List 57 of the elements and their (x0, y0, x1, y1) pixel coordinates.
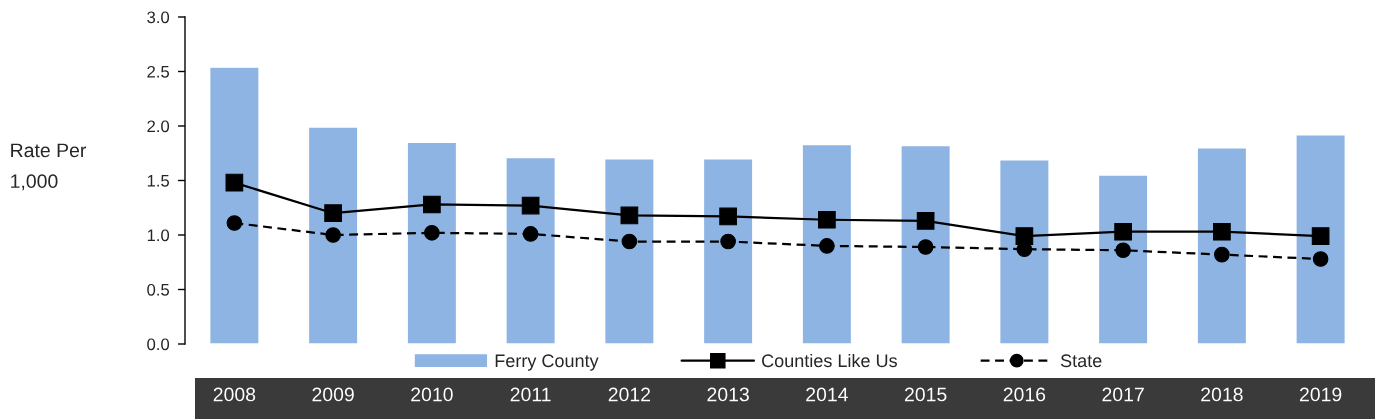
x-tick-label: 2019 (1299, 387, 1342, 402)
bar (702, 158, 754, 344)
bar (406, 141, 458, 344)
bar (1097, 174, 1149, 344)
x-tick-label: 2011 (510, 387, 551, 402)
x-tick-label: 2013 (707, 387, 749, 402)
x-tick-label: 2016 (1003, 387, 1046, 402)
point (818, 210, 836, 229)
x-tick-label: 2008 (213, 387, 256, 402)
y-tick-label: 0.0 (147, 338, 170, 351)
x-tick-label: 2012 (608, 387, 651, 402)
point (620, 206, 639, 225)
legend-label: Ferry County (495, 354, 599, 371)
bar (801, 143, 853, 344)
bar (1295, 134, 1347, 344)
x-tick-label: 2010 (411, 387, 453, 402)
y-tick-label: 1.0 (147, 229, 170, 242)
bar (307, 126, 359, 344)
point (423, 195, 441, 214)
y-axis-title: Rate Per 1,000 (11, 143, 87, 191)
point (1114, 222, 1132, 241)
point (719, 207, 737, 226)
bar (900, 144, 952, 344)
y-tick-label: 2.0 (147, 120, 170, 133)
point (1312, 251, 1329, 267)
x-tick-label: 2017 (1102, 387, 1144, 402)
y-tick-label: 1.5 (147, 175, 170, 187)
bar (1196, 147, 1248, 344)
point (1214, 246, 1230, 263)
point (1213, 222, 1231, 241)
bar (603, 158, 655, 344)
legend-label: Counties Like Us (762, 353, 897, 368)
point (226, 215, 243, 231)
point (325, 227, 341, 243)
point (720, 233, 736, 250)
bar (208, 66, 260, 344)
point (916, 211, 935, 230)
legend-label: State (1060, 354, 1102, 368)
point (521, 196, 540, 215)
point (424, 225, 440, 241)
y-tick-label: 2.5 (147, 65, 170, 78)
point (917, 239, 934, 255)
x-tick-label: 2014 (806, 387, 848, 402)
point (1311, 227, 1330, 245)
y-tick-label: 0.5 (147, 283, 170, 296)
y-tick-label: 3.0 (147, 11, 170, 24)
bar (505, 156, 557, 344)
bar (998, 159, 1050, 344)
point (1115, 242, 1131, 259)
x-tick-label: 2015 (904, 387, 947, 402)
point (324, 204, 342, 223)
point (819, 238, 835, 254)
point (522, 226, 539, 242)
x-tick-label: 2009 (312, 387, 354, 402)
point (621, 233, 638, 250)
point (225, 173, 244, 192)
x-tick-label: 2018 (1201, 387, 1243, 402)
